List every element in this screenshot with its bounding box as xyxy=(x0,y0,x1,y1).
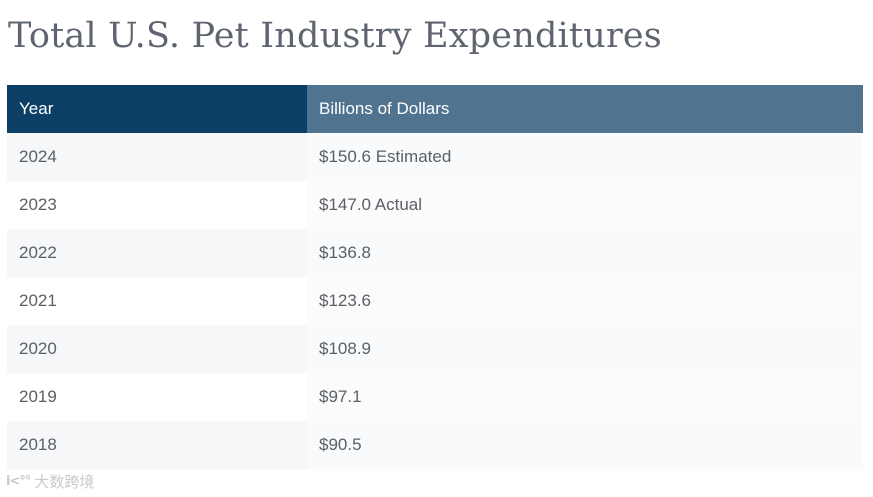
column-header-year: Year xyxy=(7,85,307,133)
cell-value: $150.6 Estimated xyxy=(307,133,863,181)
column-header-value: Billions of Dollars xyxy=(307,85,863,133)
cell-year: 2020 xyxy=(7,325,307,373)
table-row: 2022 $136.8 xyxy=(7,229,863,277)
page-title: Total U.S. Pet Industry Expenditures xyxy=(8,16,662,56)
cell-year: 2019 xyxy=(7,373,307,421)
table-row: 2023 $147.0 Actual xyxy=(7,181,863,229)
expenditures-table: Year Billions of Dollars 2024 $150.6 Est… xyxy=(7,85,863,469)
watermark-text: 大数跨境 xyxy=(34,472,95,491)
cell-value: $90.5 xyxy=(307,421,863,469)
table-row: 2019 $97.1 xyxy=(7,373,863,421)
table-row: 2024 $150.6 Estimated xyxy=(7,133,863,181)
cell-value: $147.0 Actual xyxy=(307,181,863,229)
table-row: 2021 $123.6 xyxy=(7,277,863,325)
cell-value: $97.1 xyxy=(307,373,863,421)
cell-value: $123.6 xyxy=(307,277,863,325)
cell-year: 2018 xyxy=(7,421,307,469)
cell-year: 2024 xyxy=(7,133,307,181)
watermark-logo-icon: i<°° xyxy=(6,473,31,489)
cell-year: 2021 xyxy=(7,277,307,325)
cell-year: 2023 xyxy=(7,181,307,229)
watermark: i<°° 大数跨境 xyxy=(6,470,94,492)
table-row: 2018 $90.5 xyxy=(7,421,863,469)
cell-value: $136.8 xyxy=(307,229,863,277)
cell-year: 2022 xyxy=(7,229,307,277)
table-header-row: Year Billions of Dollars xyxy=(7,85,863,133)
cell-value: $108.9 xyxy=(307,325,863,373)
data-table: Year Billions of Dollars 2024 $150.6 Est… xyxy=(7,85,863,469)
table-row: 2020 $108.9 xyxy=(7,325,863,373)
